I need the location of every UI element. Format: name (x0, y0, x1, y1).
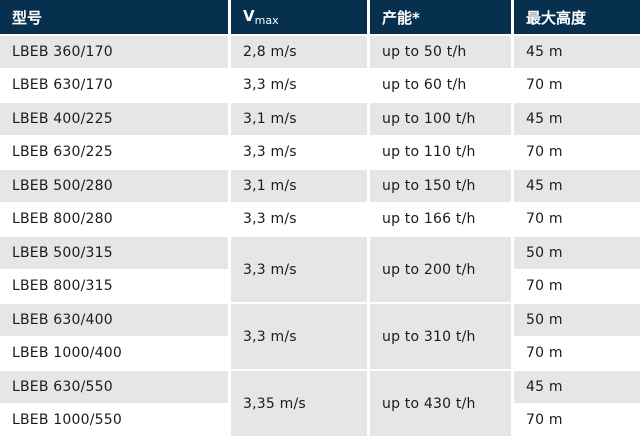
header-row: 型号 Vmax 产能* 最大高度 (0, 0, 640, 34)
cell-capacity: up to 200 t/h (370, 237, 511, 302)
cell-capacity: up to 100 t/h (370, 103, 511, 135)
cell-model: LBEB 630/550 (0, 371, 228, 403)
cell-height: 50 m (514, 304, 640, 336)
cell-model: LBEB 1000/400 (0, 337, 228, 369)
cell-height: 70 m (514, 337, 640, 369)
cell-vmax: 3,3 m/s (231, 237, 367, 302)
cell-capacity: up to 166 t/h (370, 203, 511, 235)
table-row: LBEB 800/280 3,3 m/s up to 166 t/h 70 m (0, 203, 640, 235)
table-row: LBEB 360/170 2,8 m/s up to 50 t/h 45 m (0, 36, 640, 68)
header-model: 型号 (0, 0, 228, 34)
table-row: LBEB 400/225 3,1 m/s up to 100 t/h 45 m (0, 103, 640, 135)
cell-model: LBEB 800/315 (0, 270, 228, 302)
cell-model: LBEB 360/170 (0, 36, 228, 68)
cell-capacity: up to 430 t/h (370, 371, 511, 436)
cell-height: 70 m (514, 136, 640, 168)
cell-model: LBEB 500/280 (0, 170, 228, 202)
header-capacity: 产能* (370, 0, 511, 34)
cell-model: LBEB 800/280 (0, 203, 228, 235)
cell-model: LBEB 1000/550 (0, 404, 228, 436)
cell-height: 70 m (514, 270, 640, 302)
cell-vmax: 3,35 m/s (231, 371, 367, 436)
cell-vmax: 2,8 m/s (231, 36, 367, 68)
cell-vmax: 3,3 m/s (231, 69, 367, 101)
table-row: LBEB 630/550 3,35 m/s up to 430 t/h 45 m (0, 371, 640, 436)
header-max-height: 最大高度 (514, 0, 640, 34)
cell-height: 45 m (514, 170, 640, 202)
header-vmax-main: V (243, 7, 255, 25)
cell-vmax: 3,1 m/s (231, 170, 367, 202)
cell-model: LBEB 630/225 (0, 136, 228, 168)
cell-capacity: up to 60 t/h (370, 69, 511, 101)
table-row: LBEB 500/280 3,1 m/s up to 150 t/h 45 m (0, 170, 640, 202)
cell-height: 70 m (514, 69, 640, 101)
cell-vmax: 3,3 m/s (231, 203, 367, 235)
cell-model: LBEB 400/225 (0, 103, 228, 135)
cell-height: 45 m (514, 103, 640, 135)
table-row: LBEB 630/170 3,3 m/s up to 60 t/h 70 m (0, 69, 640, 101)
cell-height: 70 m (514, 203, 640, 235)
header-vmax: Vmax (231, 0, 367, 34)
cell-height: 50 m (514, 237, 640, 269)
table-row: LBEB 630/225 3,3 m/s up to 110 t/h 70 m (0, 136, 640, 168)
cell-capacity: up to 50 t/h (370, 36, 511, 68)
cell-capacity: up to 110 t/h (370, 136, 511, 168)
cell-vmax: 3,1 m/s (231, 103, 367, 135)
cell-model: LBEB 630/400 (0, 304, 228, 336)
table-row: LBEB 800/315 70 m (0, 270, 640, 302)
cell-vmax: 3,3 m/s (231, 304, 367, 369)
header-vmax-sub: max (254, 14, 279, 27)
cell-model: LBEB 630/170 (0, 69, 228, 101)
cell-height: 45 m (514, 36, 640, 68)
table-row: LBEB 630/400 3,3 m/s up to 310 t/h 50 m (0, 304, 640, 369)
cell-model: LBEB 500/315 (0, 237, 228, 269)
cell-vmax: 3,3 m/s (231, 136, 367, 168)
table-row: LBEB 1000/550 70 m (0, 404, 640, 436)
cell-height: 45 m (514, 371, 640, 403)
cell-height: 70 m (514, 404, 640, 436)
table-row: LBEB 1000/400 70 m (0, 337, 640, 369)
cell-capacity: up to 310 t/h (370, 304, 511, 369)
cell-capacity: up to 150 t/h (370, 170, 511, 202)
table-row: LBEB 500/315 3,3 m/s up to 200 t/h 50 m (0, 237, 640, 302)
